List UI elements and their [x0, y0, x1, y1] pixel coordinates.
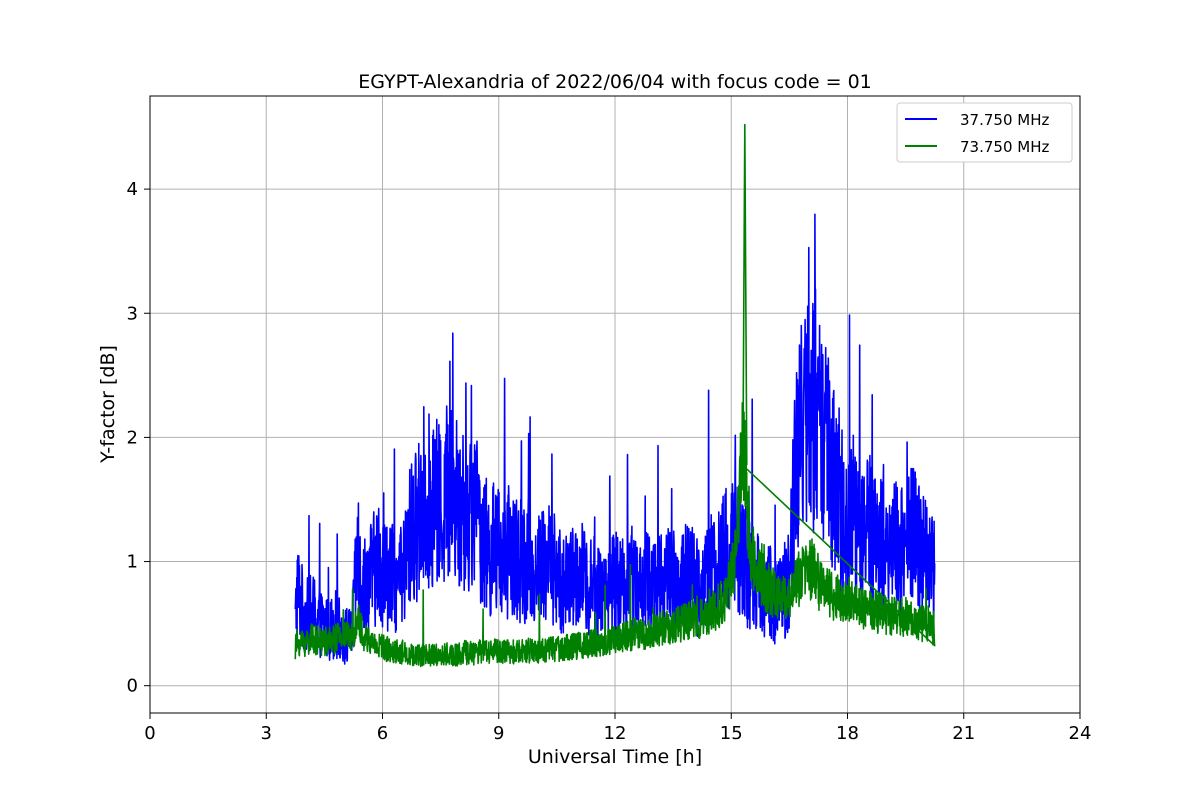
- y-tick-label: 2: [127, 427, 138, 448]
- x-tick-label: 9: [493, 723, 504, 744]
- series-line-73750: [294, 123, 936, 668]
- x-tick-label: 12: [604, 723, 627, 744]
- series-layer: [294, 123, 936, 668]
- y-tick-label: 4: [127, 179, 138, 200]
- y-tick-label: 1: [127, 552, 138, 573]
- x-tick-label: 0: [144, 723, 155, 744]
- y-tick-label: 3: [127, 303, 138, 324]
- x-tick-label: 3: [261, 723, 272, 744]
- legend-box: [896, 102, 1073, 163]
- x-tick-label: 15: [720, 723, 743, 744]
- legend: 37.750 MHz 73.750 MHz: [896, 102, 1073, 163]
- x-axis-label: Universal Time [h]: [528, 746, 702, 768]
- x-tick-label: 18: [836, 723, 859, 744]
- x-tick-label: 21: [952, 723, 975, 744]
- grid: [149, 96, 1081, 713]
- x-tick-label: 24: [1069, 723, 1092, 744]
- chart-title: EGYPT-Alexandria of 2022/06/04 with focu…: [358, 71, 872, 93]
- y-axis-label: Y-factor [dB]: [97, 345, 119, 464]
- legend-label-37750: 37.750 MHz: [960, 111, 1049, 129]
- x-tick-label: 6: [377, 723, 388, 744]
- legend-label-73750: 73.750 MHz: [960, 138, 1049, 156]
- series-line-37750: [294, 213, 936, 665]
- y-tick-label: 0: [127, 676, 138, 697]
